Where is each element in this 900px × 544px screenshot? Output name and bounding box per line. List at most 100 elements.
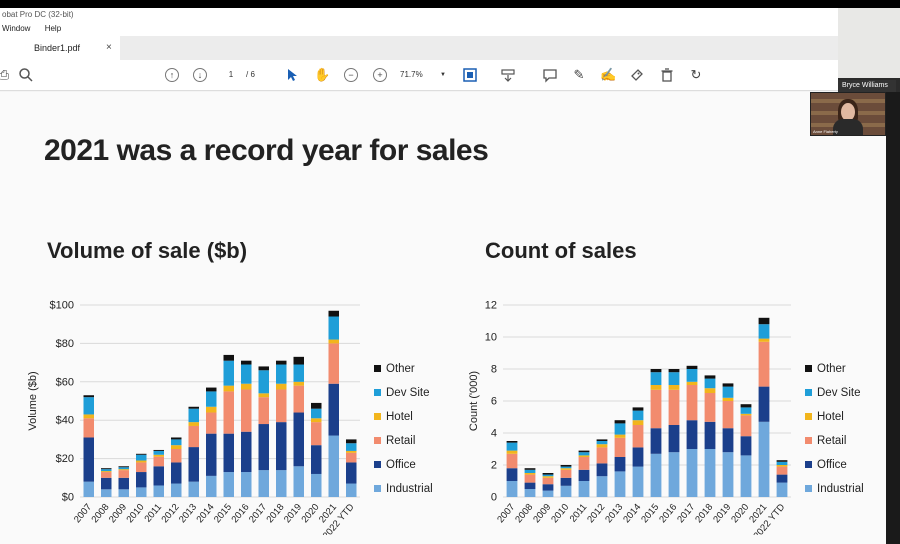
bar-segment-industrial xyxy=(704,449,716,497)
zoom-out-icon[interactable]: − xyxy=(344,68,358,82)
bar-segment-industrial xyxy=(722,452,734,497)
x-tick-label: 2018 xyxy=(693,502,715,525)
tab-binder1[interactable]: Binder1.pdf × xyxy=(0,36,120,60)
legend-swatch xyxy=(374,413,381,420)
bar-segment-other xyxy=(650,369,662,373)
stamp-icon[interactable] xyxy=(629,67,645,83)
bar-segment-industrial xyxy=(542,490,554,497)
x-tick-label: 2019 xyxy=(282,502,304,525)
bar-segment-other xyxy=(614,420,626,424)
bar-segment-dev-site xyxy=(722,386,734,398)
x-tick-label: 2015 xyxy=(639,502,661,525)
bar-segment-other xyxy=(740,404,752,408)
bar-segment-hotel xyxy=(614,434,626,438)
zoom-search-icon[interactable] xyxy=(18,67,34,83)
bar-segment-industrial xyxy=(83,481,94,497)
bar-segment-dev-site xyxy=(346,443,357,451)
bar-segment-hotel xyxy=(346,450,357,453)
x-tick-label: 2011 xyxy=(142,502,164,525)
hand-tool-icon[interactable]: ✋ xyxy=(314,67,331,82)
participant-thumbnail[interactable]: Anne Flaherty xyxy=(810,92,886,136)
bar-segment-dev-site xyxy=(328,316,339,340)
pdf-page xyxy=(0,92,886,544)
rotate-icon[interactable]: ↻ xyxy=(690,67,702,82)
bar-segment-retail xyxy=(722,401,734,429)
bar-segment-industrial xyxy=(560,485,572,497)
bar-segment-hotel xyxy=(171,445,182,449)
bar-segment-industrial xyxy=(346,483,357,497)
bar-segment-industrial xyxy=(776,482,788,497)
bar-segment-office xyxy=(118,477,129,490)
page-number-input[interactable]: 1 xyxy=(228,70,234,79)
x-tick-label: 2013 xyxy=(177,502,199,525)
legend-label: Other xyxy=(386,363,415,375)
thumbnail-label: Anne Flaherty xyxy=(813,129,838,134)
scroll-mode-icon[interactable] xyxy=(500,67,516,83)
bar-segment-industrial xyxy=(223,472,234,497)
bar-segment-other xyxy=(758,317,770,325)
next-page-icon[interactable]: ↓ xyxy=(193,68,207,82)
chevron-down-icon: ▼ xyxy=(440,72,446,78)
bar-segment-dev-site xyxy=(241,364,252,384)
bar-segment-industrial xyxy=(686,449,698,497)
legend-label: Dev Site xyxy=(817,387,860,399)
bar-segment-hotel xyxy=(83,414,94,419)
bar-segment-office xyxy=(223,433,234,473)
bar-segment-hotel xyxy=(153,454,164,457)
zoom-dropdown[interactable]: 71.7% ▼ xyxy=(400,68,448,82)
select-cursor-icon[interactable] xyxy=(284,67,300,83)
bar-segment-industrial xyxy=(328,435,339,497)
bar-segment-retail xyxy=(632,425,644,448)
x-tick-label: 2013 xyxy=(603,502,625,525)
tab-bar: Binder1.pdf × xyxy=(0,36,838,61)
bar-segment-office xyxy=(276,422,287,471)
bar-segment-hotel xyxy=(241,383,252,390)
legend-swatch xyxy=(374,485,381,492)
bar-segment-dev-site xyxy=(542,474,554,477)
menu-help[interactable]: Help xyxy=(44,24,62,33)
legend-swatch xyxy=(805,485,812,492)
bar-segment-office xyxy=(153,466,164,486)
x-tick-label: 2009 xyxy=(107,502,129,525)
highlight-pen-icon[interactable]: ✎ xyxy=(573,67,585,82)
legend-swatch xyxy=(805,365,812,372)
menu-window[interactable]: Window xyxy=(2,24,31,33)
tab-close-icon[interactable]: × xyxy=(106,42,112,53)
legend-label: Industrial xyxy=(386,483,433,495)
menu-bar: Window Help xyxy=(0,22,838,36)
bar-segment-hotel xyxy=(596,444,608,448)
page-display-icon[interactable] xyxy=(462,67,478,83)
bar-segment-dev-site xyxy=(686,369,698,382)
bar-segment-office xyxy=(346,462,357,484)
x-tick-label: 2017 xyxy=(247,502,269,525)
bar-segment-dev-site xyxy=(293,364,304,382)
bar-segment-dev-site xyxy=(276,364,287,384)
bar-segment-dev-site xyxy=(171,439,182,446)
x-tick-label: 2020 xyxy=(729,502,751,525)
zoom-in-icon[interactable]: + xyxy=(373,68,387,82)
legend-swatch xyxy=(374,461,381,468)
bar-segment-retail xyxy=(740,415,752,437)
bar-segment-retail xyxy=(578,457,590,470)
comment-icon[interactable] xyxy=(542,67,558,83)
sign-icon[interactable]: ✍ xyxy=(600,67,617,82)
legend-swatch xyxy=(374,365,381,372)
x-tick-label: 2019 xyxy=(711,502,733,525)
bar-segment-hotel xyxy=(311,418,322,423)
x-tick-label: 2020 xyxy=(300,502,322,525)
bar-segment-hotel xyxy=(758,338,770,342)
bar-segment-hotel xyxy=(524,473,536,475)
bar-segment-industrial xyxy=(614,471,626,497)
bar-segment-dev-site xyxy=(560,466,572,469)
bar-segment-office xyxy=(171,462,182,484)
bar-segment-retail xyxy=(83,418,94,438)
legend-label: Office xyxy=(386,459,416,471)
prev-page-icon[interactable]: ↑ xyxy=(165,68,179,82)
bar-segment-office xyxy=(596,463,608,477)
y-tick-label: 8 xyxy=(491,364,497,376)
bar-segment-retail xyxy=(686,385,698,421)
bar-segment-hotel xyxy=(704,388,716,393)
y-tick-label: 2 xyxy=(491,460,497,472)
delete-icon[interactable] xyxy=(659,67,675,83)
print-icon[interactable]: ⎙ xyxy=(0,67,10,82)
